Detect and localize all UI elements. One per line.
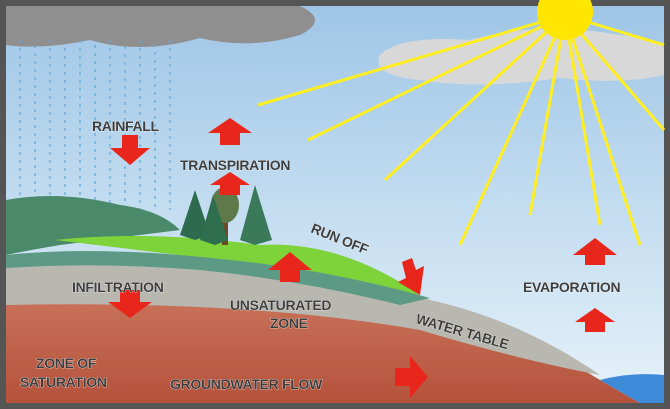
label: EVAPORATION (523, 279, 620, 295)
label: SATURATION (20, 374, 107, 390)
label: UNSATURATED (230, 297, 331, 313)
label: GROUNDWATER FLOW (170, 376, 323, 392)
label: ZONE (270, 315, 308, 331)
label: RAINFALL (92, 118, 160, 134)
label: ZONE OF (36, 355, 97, 371)
page: RAINFALL TRANSPIRATION RUN OFF INFILTRAT… (0, 0, 670, 409)
water-cycle-diagram: RAINFALL TRANSPIRATION RUN OFF INFILTRAT… (0, 0, 670, 409)
label: INFILTRATION (72, 279, 164, 295)
cloud (6, 6, 315, 47)
label: TRANSPIRATION (180, 157, 290, 173)
